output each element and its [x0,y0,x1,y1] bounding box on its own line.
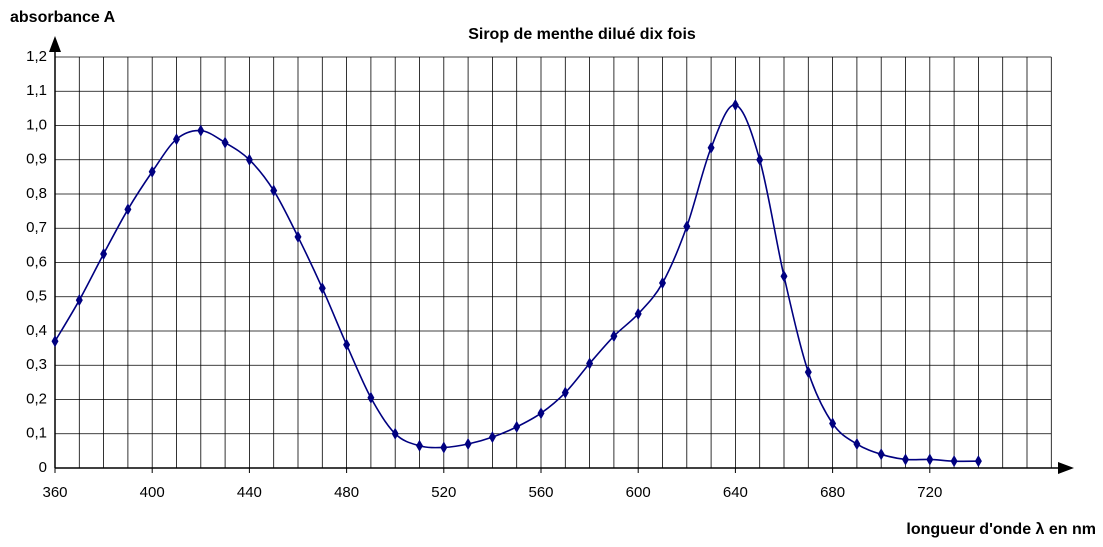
x-tick-label: 720 [917,484,942,501]
marker [343,338,351,351]
marker [416,439,423,452]
marker [586,357,594,370]
y-axis-arrow [49,36,61,52]
marker [877,448,885,461]
y-tick-label: 0,6 [26,253,47,270]
x-tick-label: 400 [140,484,165,501]
x-tick-label: 680 [820,484,845,501]
marker [391,427,399,440]
marker [367,391,375,404]
marker [488,431,496,444]
marker [270,184,278,197]
marker [634,307,642,320]
marker [245,153,253,166]
y-tick-label: 1,1 [26,82,47,99]
marker [804,366,812,379]
marker [173,133,180,146]
marker [100,247,108,260]
x-axis-arrow [1058,462,1074,474]
marker [659,277,666,290]
y-tick-label: 0,7 [26,219,47,236]
marker [731,98,739,111]
chart-title: Sirop de menthe dilué dix fois [468,26,696,43]
marker [513,420,521,433]
marker [853,438,861,451]
y-tick-label: 0,8 [26,185,47,202]
x-tick-label: 520 [431,484,456,501]
y-tick-label: 0,1 [26,425,47,442]
y-tick-label: 0,3 [26,356,47,373]
marker [950,455,958,468]
marker [902,453,909,466]
marker [318,282,326,295]
marker [561,386,569,399]
marker [197,124,205,137]
marker [221,136,229,149]
marker [829,417,837,430]
x-tick-label: 640 [723,484,748,501]
marker [124,203,132,216]
line [54,104,979,463]
marker [707,141,715,154]
y-tick-label: 0,9 [26,151,47,168]
x-tick-label: 560 [528,484,553,501]
marker [780,270,788,283]
marker [756,153,764,166]
marker [974,455,982,468]
y-tick-label: 1,2 [26,48,47,65]
x-tick-label: 600 [626,484,651,501]
marker [537,407,545,420]
marker [610,330,618,343]
marker [440,441,448,454]
marker [683,220,691,233]
x-tick-label: 440 [237,484,262,501]
marker [75,294,83,307]
x-tick-label: 360 [42,484,67,501]
marker [926,453,934,466]
y-tick-label: 0,2 [26,390,47,407]
y-tick-label: 1,0 [26,116,47,133]
y-tick-label: 0,5 [26,288,47,305]
x-tick-label: 480 [334,484,359,501]
y-axis-label: absorbance A [10,9,116,26]
y-tick-label: 0 [39,459,47,476]
x-axis-label: longueur d'onde λ en nm [906,521,1096,538]
marker [51,335,59,348]
marker [294,230,302,243]
marker [148,165,156,178]
marker [464,438,472,451]
y-tick-label: 0,4 [26,322,47,339]
